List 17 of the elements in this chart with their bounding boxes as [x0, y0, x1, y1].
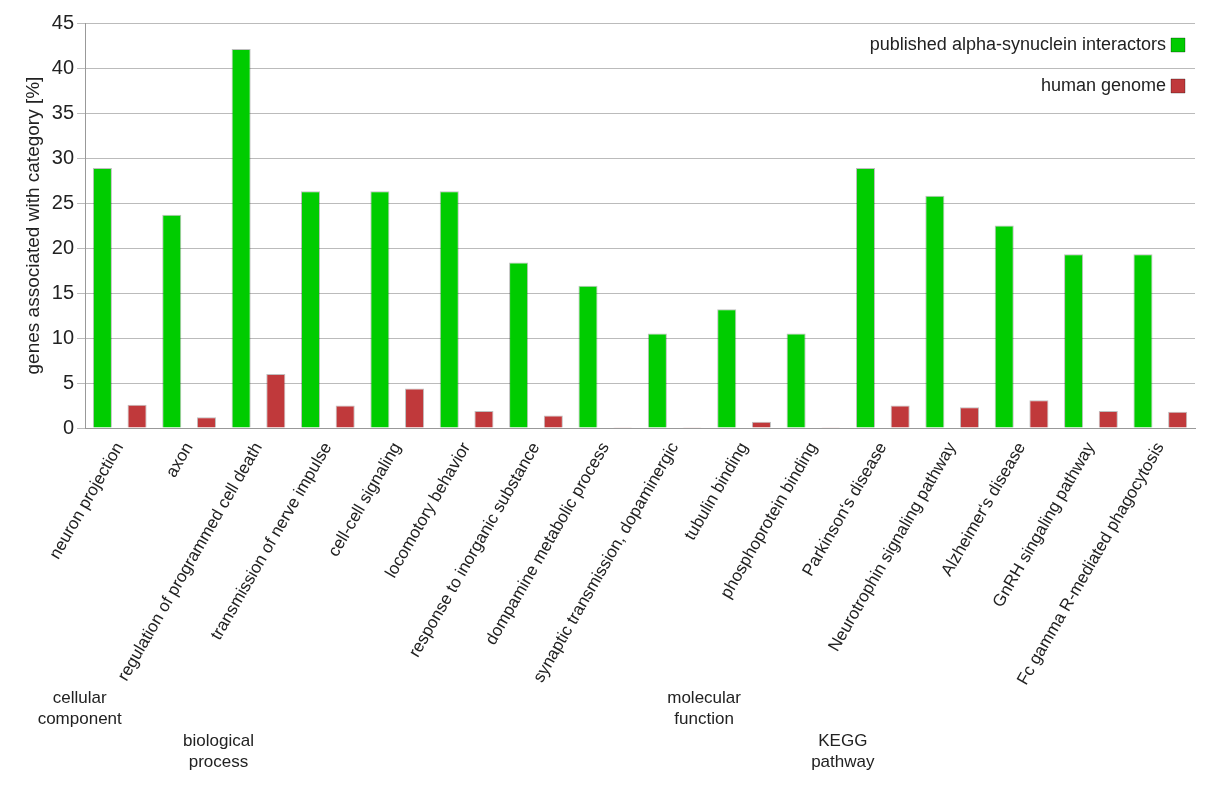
y-tick-label: 30 [51, 145, 75, 168]
legend-label: human genome [1040, 74, 1166, 95]
y-tick-label: 15 [51, 280, 75, 303]
text: biological process [183, 731, 254, 772]
text: KEGG pathway [811, 731, 875, 772]
y-tick-label: 40 [51, 55, 75, 78]
text: molecular function [667, 688, 742, 729]
y-tick-label: 0 [62, 415, 75, 438]
legend-label: published alpha-synuclein interactors [869, 33, 1166, 54]
y-axis-title: genes associated with category [%] [21, 76, 43, 375]
y-tick-label: 5 [62, 370, 75, 393]
text: cellular component [37, 688, 123, 729]
y-tick-label: 20 [51, 235, 75, 258]
y-tick-label: 45 [51, 10, 75, 33]
y-tick-label: 25 [51, 190, 75, 213]
y-tick-label: 35 [51, 100, 75, 123]
y-tick-label: 10 [51, 325, 75, 348]
